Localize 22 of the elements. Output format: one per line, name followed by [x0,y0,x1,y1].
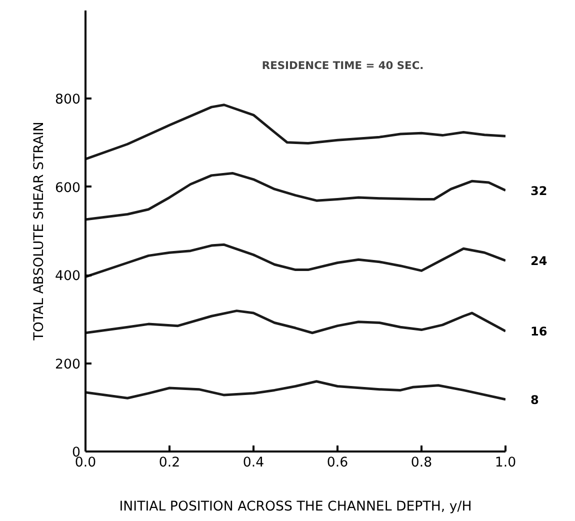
text: 16 [530,324,548,339]
line-series [86,172,506,221]
line-series [86,380,506,401]
x-tick-label: 1.0 [494,456,516,470]
line-series [86,310,506,334]
line-series [86,243,506,278]
x-tick-label: 0.2 [158,456,180,470]
y-tick-label: 800 [55,92,81,108]
text: 24 [530,254,548,268]
annotation: RESIDENCE TIME = 40 SEC. [262,59,424,72]
line-series [86,104,506,160]
y-tick-label: 200 [55,357,81,372]
x-tick-label: 0.4 [242,456,264,470]
y-axis-title: TOTAL ABSOLUTE SHEAR STRAIN [32,122,48,342]
x-tick-label: 0.8 [410,456,432,470]
x-tick-label: 0.6 [326,456,348,470]
x-tick-label: 0.0 [74,456,96,470]
y-tick-label: 600 [55,180,81,196]
x-axis-title: INITIAL POSITION ACROSS THE CHANNEL DEPTH, y/H [119,500,472,514]
text: 8 [530,392,539,407]
y-tick-label: 400 [55,269,81,284]
text: 32 [530,184,548,198]
